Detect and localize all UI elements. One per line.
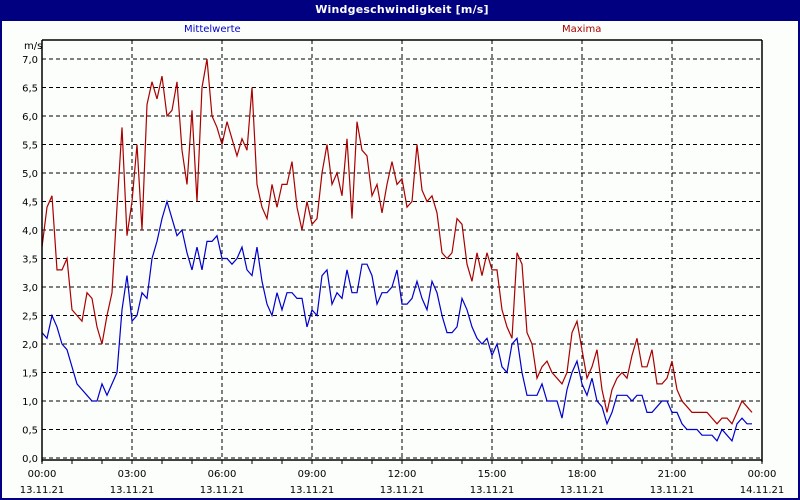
y-tick-label: 4,0 <box>22 226 38 237</box>
x-tick-date: 13.11.21 <box>560 485 605 496</box>
x-tick-time: 06:00 <box>208 469 237 480</box>
y-tick-label: 5,5 <box>22 141 38 152</box>
y-tick-label: 0,5 <box>22 426 38 437</box>
y-tick-label: 3,5 <box>22 255 38 266</box>
x-tick-date: 13.11.21 <box>470 485 515 496</box>
x-tick-time: 00:00 <box>28 469 57 480</box>
y-tick-label: 5,0 <box>22 169 38 180</box>
legend-maxima: Maxima <box>562 24 602 35</box>
grid-lines <box>42 40 762 460</box>
series-maxima-line <box>41 58 753 425</box>
y-tick-label: 6,0 <box>22 112 38 123</box>
plot-axes <box>41 39 763 464</box>
series-mittelwerte-line <box>41 199 752 443</box>
chart-title: Windgeschwindigkeit [m/s] <box>2 0 800 21</box>
x-tick-time: 18:00 <box>568 469 597 480</box>
legend-mittelwerte: Mittelwerte <box>184 24 241 35</box>
y-tick-label: 1,0 <box>22 397 38 408</box>
x-tick-time: 09:00 <box>298 469 327 480</box>
x-tick-date: 13.11.21 <box>200 485 245 496</box>
x-axis-ticks: 00:00 13.11.21 03:00 13.11.21 06:00 13.11.21 0… <box>20 469 785 496</box>
y-tick-label: 7,0 <box>22 55 38 66</box>
y-tick-label: 2,5 <box>22 312 38 323</box>
x-tick-time: 15:00 <box>478 469 507 480</box>
x-tick-time: 12:00 <box>388 469 417 480</box>
x-tick-date: 13.11.21 <box>290 485 335 496</box>
y-axis-ticks: 0,0 0,5 1,0 1,5 2,0 2,5 3,0 3,5 4,0 4,5 5,0 5,5 6,0 6… <box>22 55 38 465</box>
x-tick-date: 14.11.21 <box>740 485 785 496</box>
x-tick-time: 03:00 <box>118 469 147 480</box>
y-tick-label: 3,0 <box>22 283 38 294</box>
y-tick-label: 1,5 <box>22 369 38 380</box>
x-tick-date: 13.11.21 <box>110 485 155 496</box>
y-tick-label: 6,5 <box>22 84 38 95</box>
y-tick-label: 2,0 <box>22 340 38 351</box>
x-tick-time: 00:00 <box>748 469 777 480</box>
x-tick-date: 13.11.21 <box>20 485 65 496</box>
x-tick-date: 13.11.21 <box>380 485 425 496</box>
y-axis-unit: m/s <box>24 41 42 52</box>
y-tick-label: 4,5 <box>22 198 38 209</box>
x-tick-date: 13.11.21 <box>650 485 695 496</box>
y-tick-label: 0,0 <box>22 454 38 465</box>
x-tick-time: 21:00 <box>658 469 687 480</box>
